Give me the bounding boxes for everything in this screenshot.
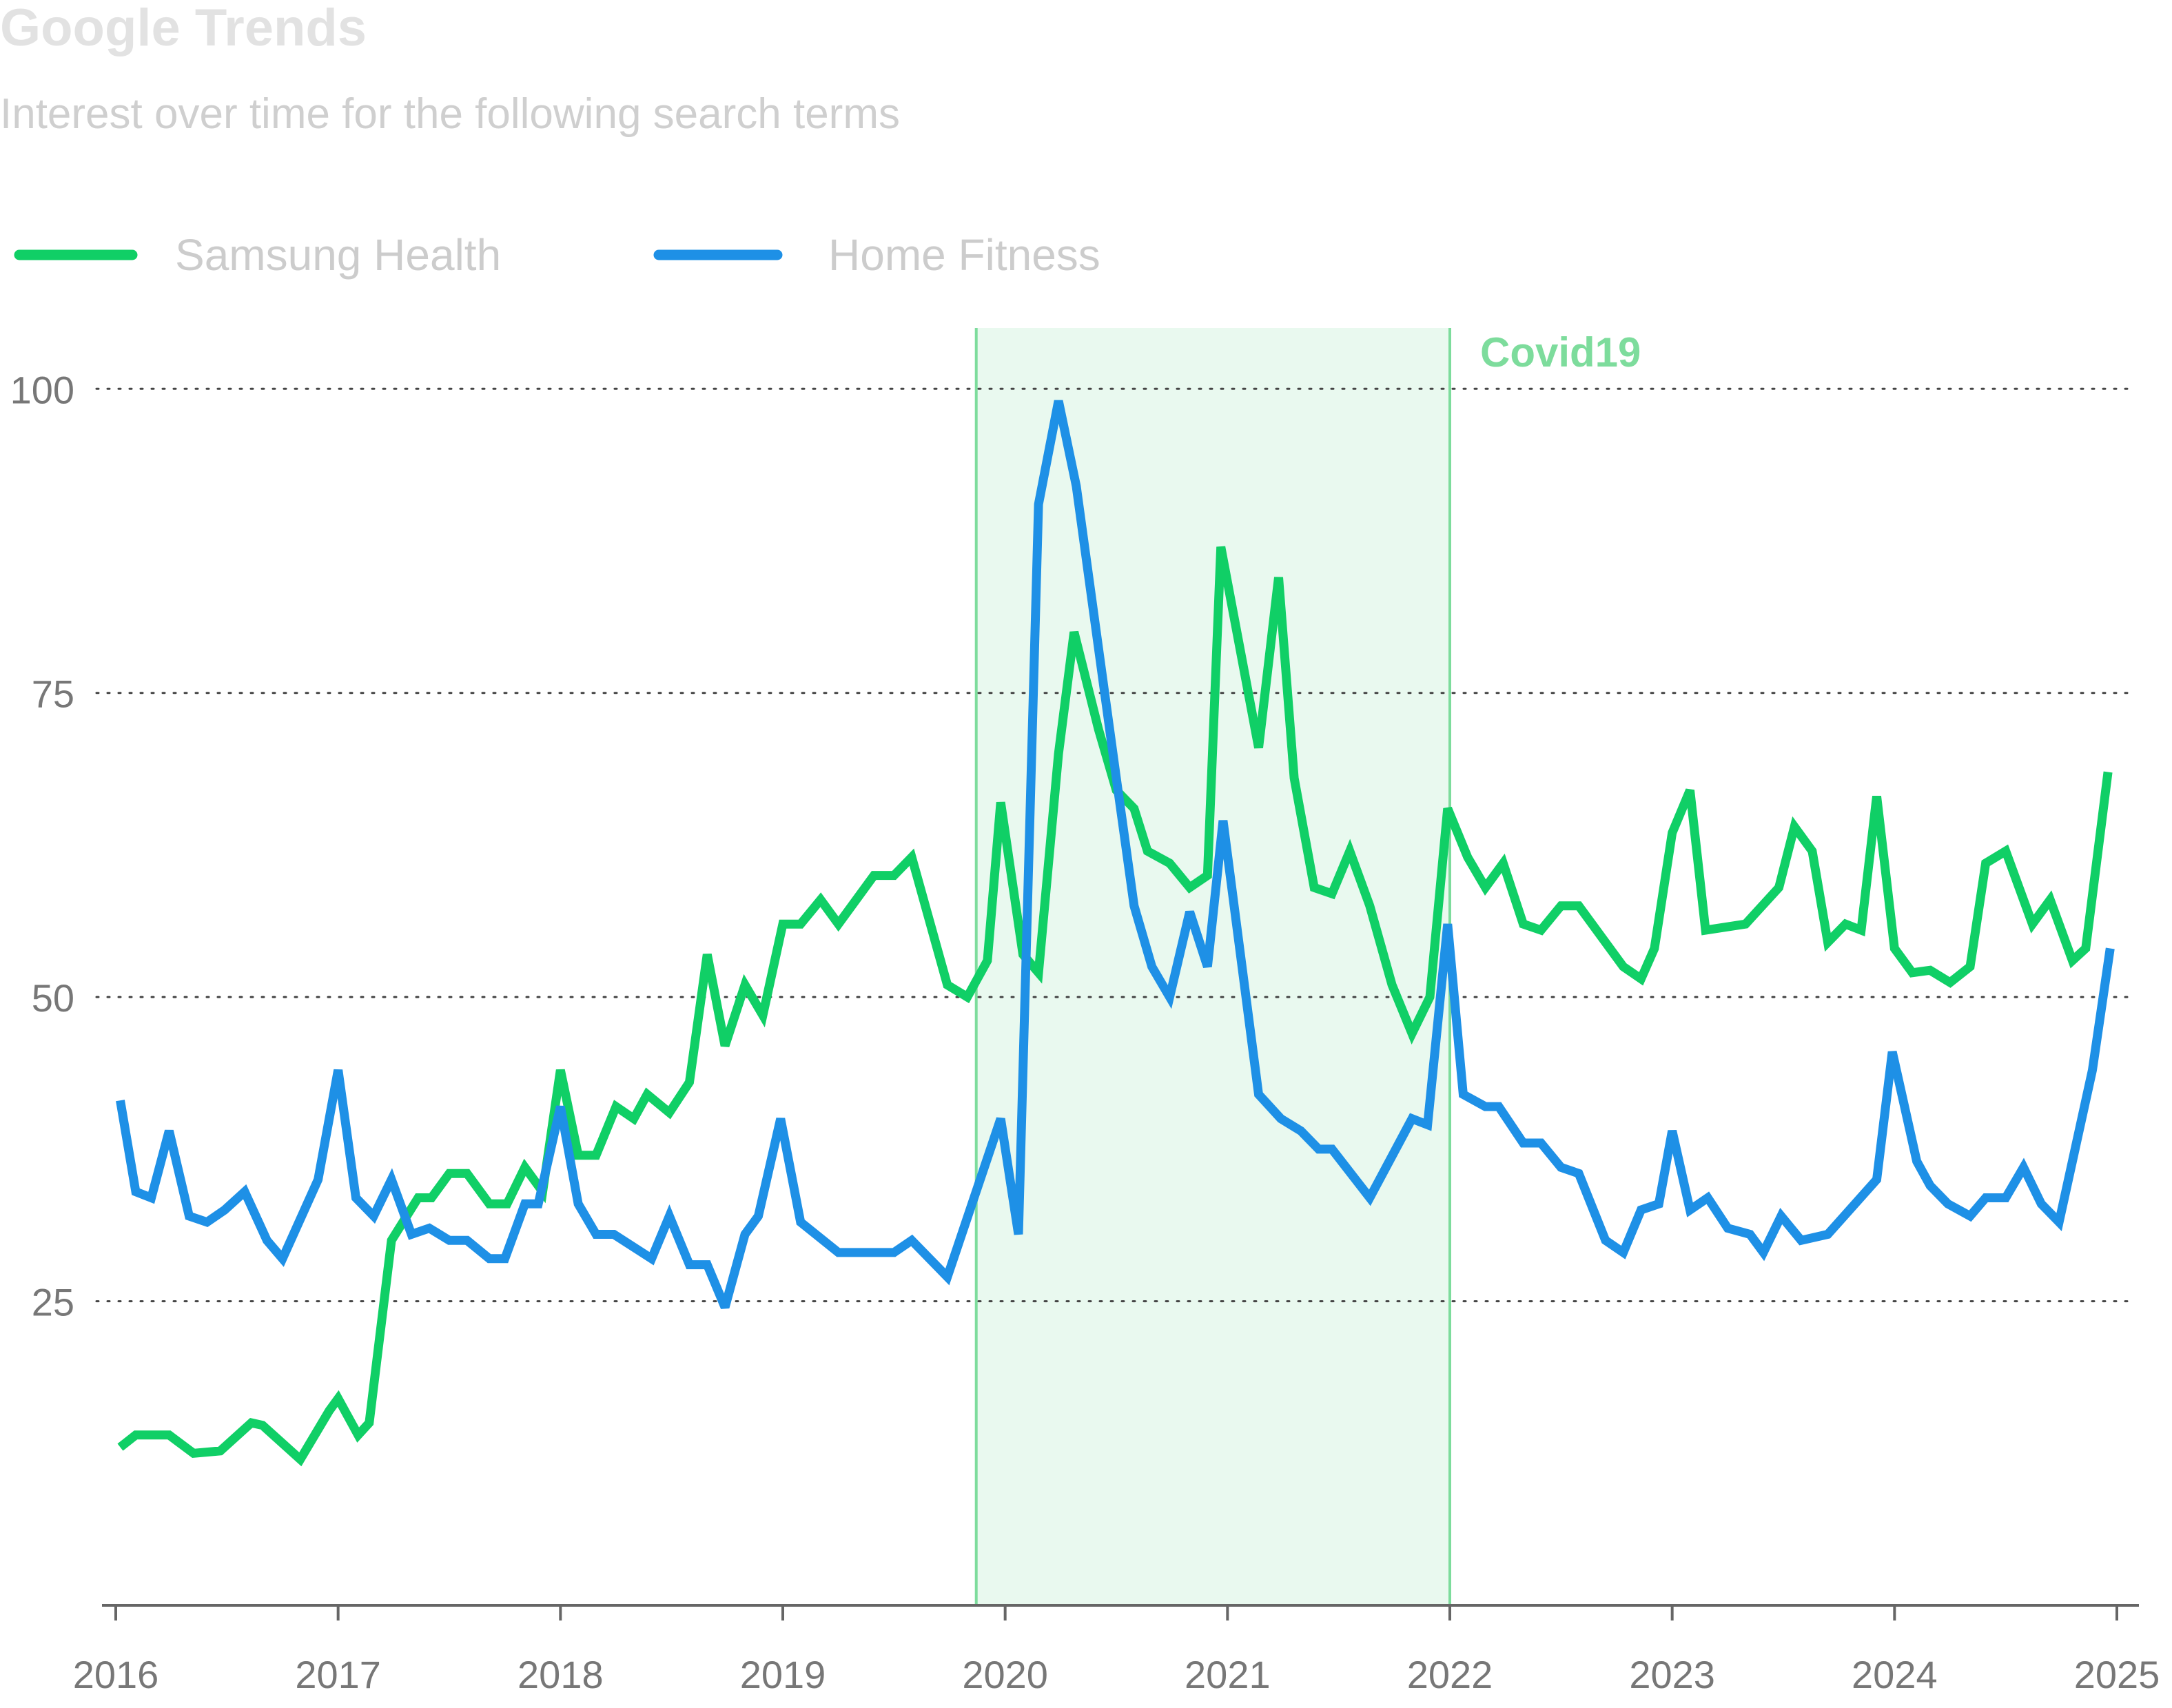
legend-label-samsung-health: Samsung Health bbox=[175, 230, 501, 280]
x-tick-label-2021: 2021 bbox=[1185, 1653, 1271, 1696]
y-axis: 25 50 75 100 bbox=[10, 368, 74, 1324]
grid bbox=[95, 387, 2132, 1303]
series-layer bbox=[116, 400, 2115, 1467]
legend: Samsung Health Home Fitness bbox=[14, 230, 1100, 280]
y-tick-label-75: 75 bbox=[32, 672, 74, 716]
x-tick-label-2023: 2023 bbox=[1629, 1653, 1715, 1696]
series-line-samsung-health bbox=[117, 546, 2113, 1467]
x-tick-label-2022: 2022 bbox=[1407, 1653, 1493, 1696]
series-line-home-fitness bbox=[116, 400, 2115, 1309]
covid19-label: Covid19 bbox=[1480, 329, 1641, 375]
chart-title: Google Trends bbox=[0, 0, 367, 57]
x-axis: 2016 2017 2018 2019 2020 2021 2022 2023 2024 2025 bbox=[73, 1604, 2160, 1696]
x-tick-label-2020: 2020 bbox=[962, 1653, 1048, 1696]
y-tick-label-100: 100 bbox=[10, 368, 74, 411]
x-tick-label-2025: 2025 bbox=[2074, 1653, 2160, 1696]
x-tick-label-2019: 2019 bbox=[740, 1653, 826, 1696]
y-tick-label-50: 50 bbox=[32, 976, 74, 1020]
chart-subtitle: Interest over time for the following sea… bbox=[0, 90, 900, 138]
x-tick-label-2016: 2016 bbox=[73, 1653, 159, 1696]
x-tick-label-2017: 2017 bbox=[295, 1653, 381, 1696]
x-tick-label-2018: 2018 bbox=[518, 1653, 604, 1696]
x-tick-label-2024: 2024 bbox=[1852, 1653, 1938, 1696]
legend-label-home-fitness: Home Fitness bbox=[828, 230, 1100, 280]
y-tick-label-25: 25 bbox=[32, 1281, 74, 1324]
covid19-band bbox=[976, 328, 1450, 1605]
covid19-annotation: Covid19 bbox=[974, 328, 1641, 1605]
